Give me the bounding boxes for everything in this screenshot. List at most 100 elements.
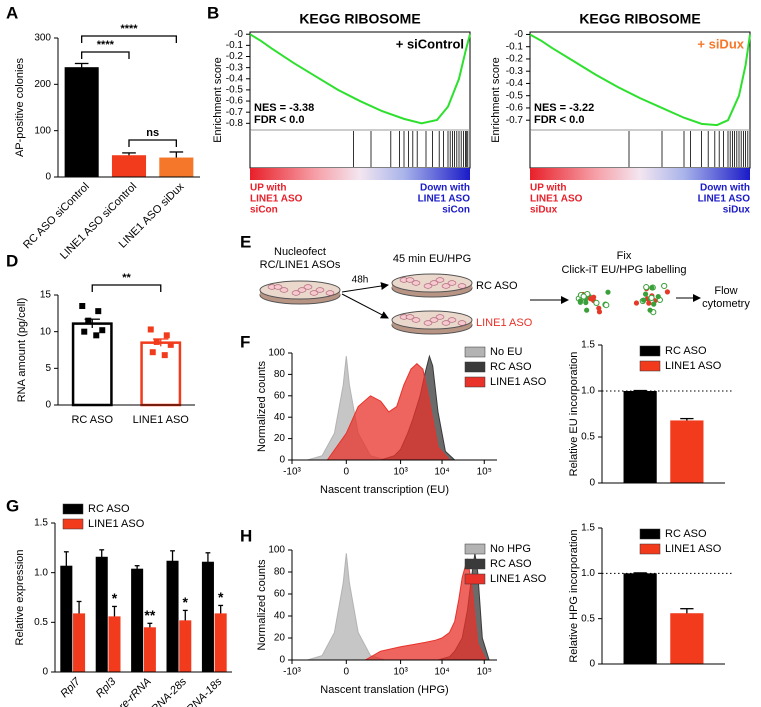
data-point [149, 349, 156, 356]
legend-label: LINE1 ASO [665, 360, 722, 372]
cell [423, 320, 433, 326]
legend-label: RC ASO [490, 361, 532, 373]
dot [651, 301, 657, 307]
down-label: LINE1 ASO [698, 194, 751, 205]
statistic: FDR < 0.0 [254, 114, 304, 126]
y-axis-title: Normalized counts [256, 360, 268, 452]
cell [325, 290, 335, 296]
y-axis-title: AP-positive colonies [14, 57, 26, 157]
bar [670, 420, 704, 483]
data-point [85, 317, 92, 324]
chart-title: KEGG RIBOSOME [579, 11, 700, 27]
step-text: RC/LINE1 ASOs [260, 259, 341, 271]
bar [179, 620, 192, 672]
dish-label: RC ASO [476, 280, 518, 292]
up-label: siDux [530, 205, 558, 216]
dot [596, 305, 602, 311]
cell [273, 284, 283, 290]
bar [623, 573, 657, 664]
data-point [153, 338, 160, 345]
subtitle: + siDux [697, 36, 744, 51]
legend-label: RC ASO [490, 558, 532, 570]
panel-label: E [240, 232, 251, 251]
y-tick-label: 80 [274, 369, 286, 380]
data-point [99, 327, 106, 334]
rank-color-bar [250, 168, 470, 180]
y-tick-label: 0 [42, 667, 48, 678]
dot [646, 300, 652, 306]
plot-frame [529, 31, 751, 169]
x-tick-label: 0 [344, 667, 350, 678]
y-tick-label: 1.5 [581, 523, 595, 534]
legend-swatch [464, 361, 486, 373]
dot [643, 284, 650, 291]
cell [309, 290, 319, 296]
x-tick-label: rRNA-28s [146, 675, 189, 707]
x-tick-label: -10³ [283, 667, 301, 678]
y-axis-title: Relative EU incorporation [568, 352, 580, 477]
y-tick-label: 15 [40, 290, 52, 301]
y-axis-title: Enrichment score [212, 57, 224, 143]
dot [577, 299, 583, 305]
x-tick-label: 10³ [393, 467, 408, 478]
legend-label: RC ASO [665, 528, 707, 540]
legend-swatch [639, 345, 661, 357]
data-point [147, 326, 154, 333]
subtitle: + siControl [396, 36, 464, 51]
legend-label: RC ASO [88, 503, 130, 515]
significance-label: * [183, 594, 189, 610]
legend-label: LINE1 ASO [490, 376, 547, 388]
data-point [81, 328, 88, 335]
legend-swatch [62, 518, 84, 530]
bar [159, 157, 194, 177]
dot [664, 289, 671, 295]
up-label: UP with [530, 183, 566, 194]
dot [580, 293, 587, 300]
y-tick-label: 0 [45, 400, 51, 411]
dot [605, 289, 611, 295]
x-tick-label: -10³ [283, 467, 301, 478]
y-tick-label: -0.4 [506, 78, 524, 89]
legend-swatch [62, 503, 84, 515]
cell [291, 290, 301, 296]
y-tick-label: -0.1 [226, 40, 244, 51]
bar [201, 561, 214, 672]
y-tick-label: -0.1 [506, 41, 524, 52]
dot [647, 307, 653, 313]
y-tick-label: 80 [274, 567, 286, 578]
y-axis-title: Enrichment score [490, 57, 502, 143]
data-point [163, 332, 170, 339]
panel-label: B [207, 3, 219, 22]
y-tick-label: -0.2 [506, 54, 524, 65]
y-tick-label: 60 [274, 589, 286, 600]
bar [166, 560, 179, 672]
down-label: siCon [442, 205, 470, 216]
data-point [93, 332, 100, 339]
legend-label: LINE1 ASO [490, 573, 547, 585]
panel-label: G [6, 496, 19, 515]
significance-label: ** [144, 607, 155, 623]
arrow [341, 293, 389, 319]
cell [447, 317, 457, 323]
dot [593, 299, 600, 306]
bar [73, 613, 86, 672]
dot [655, 293, 661, 300]
down-label: siDux [723, 205, 751, 216]
cell [411, 280, 421, 286]
up-label: LINE1 ASO [250, 194, 303, 205]
y-tick-label: -0.6 [226, 96, 244, 107]
significance-label: **** [97, 39, 115, 51]
panel-label: A [6, 3, 18, 22]
bar [623, 391, 657, 483]
y-axis-title: Relative HPG incorporation [568, 529, 580, 662]
y-tick-label: 0.5 [581, 613, 595, 624]
cell [435, 277, 445, 283]
y-tick-label: 0 [279, 655, 285, 666]
cell [297, 287, 307, 293]
data-point [161, 352, 168, 359]
cell [411, 317, 421, 323]
y-tick-label: -0.5 [226, 85, 244, 96]
bar [95, 556, 108, 672]
x-axis-title: Nascent transcription (EU) [320, 484, 449, 496]
